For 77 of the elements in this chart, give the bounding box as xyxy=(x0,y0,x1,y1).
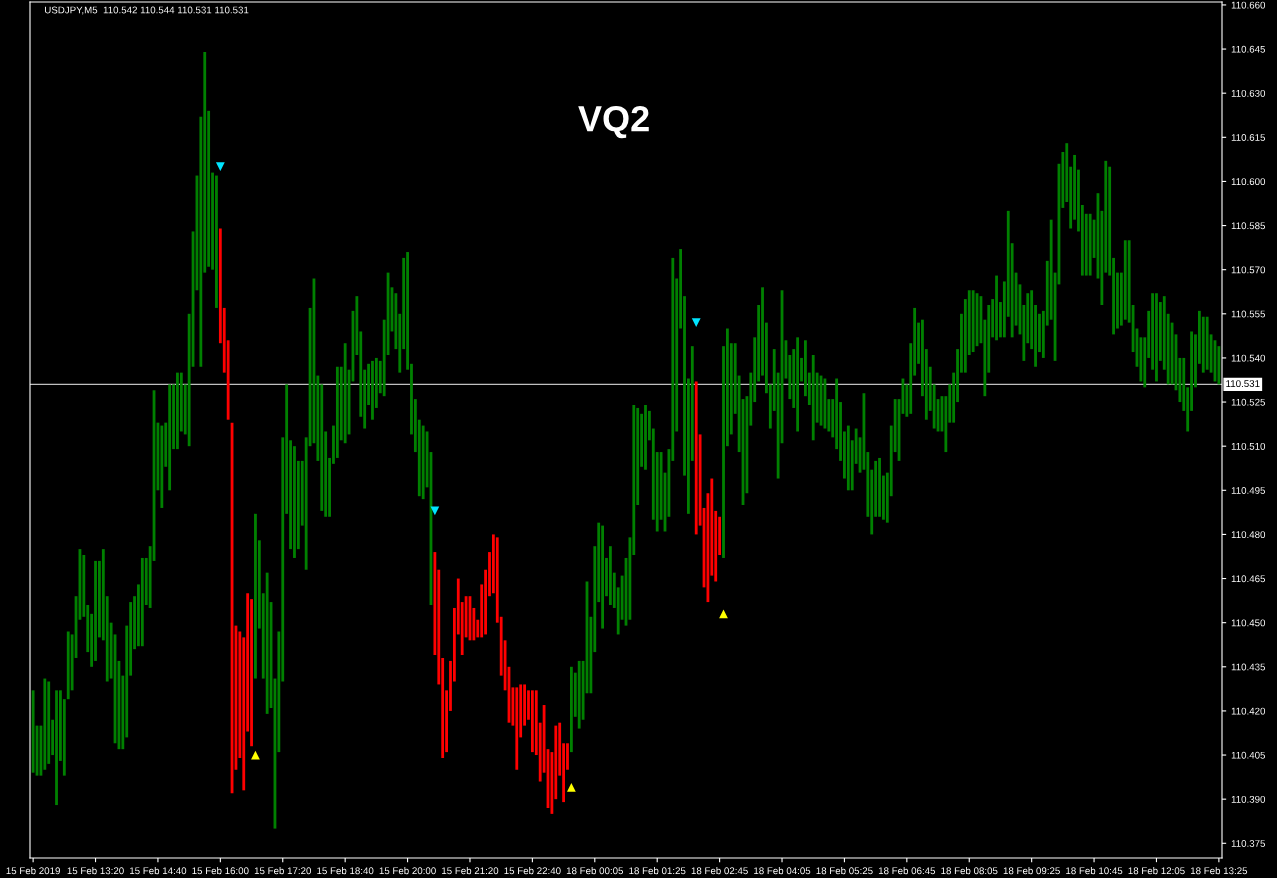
x-tick-label: 15 Feb 22:40 xyxy=(504,867,561,875)
bar xyxy=(1205,316,1209,370)
x-tick-label: 18 Feb 01:25 xyxy=(629,867,686,875)
x-tick-label: 18 Feb 10:45 xyxy=(1066,867,1123,875)
x-tick-label: 18 Feb 12:05 xyxy=(1128,867,1185,875)
bar xyxy=(254,513,257,679)
x-tick-label: 15 Feb 14:40 xyxy=(130,867,187,875)
bar xyxy=(601,525,604,629)
y-tick-label: 110.630 xyxy=(1231,89,1266,97)
text: VQ2 xyxy=(578,105,649,139)
y-tick-label: 110.450 xyxy=(1231,619,1266,627)
bar xyxy=(31,690,35,773)
y-tick-label: 110.405 xyxy=(1231,751,1266,759)
bar xyxy=(66,631,70,700)
y-tick-label: 110.375 xyxy=(1231,840,1266,847)
y-tick-label: 110.510 xyxy=(1231,442,1266,450)
bar xyxy=(694,381,698,535)
bar xyxy=(1155,293,1158,382)
x-tick-label: 18 Feb 08:05 xyxy=(941,867,998,875)
y-tick-label: 110.465 xyxy=(1231,575,1266,583)
y-tick-label: 110.525 xyxy=(1231,398,1266,406)
y-tick-label: 110.555 xyxy=(1231,310,1266,318)
bar xyxy=(577,660,581,729)
bar xyxy=(371,360,374,420)
x-tick-label: 18 Feb 04:05 xyxy=(754,867,811,875)
y-tick-label: 110.570 xyxy=(1231,266,1266,274)
bar xyxy=(971,290,975,353)
point xyxy=(691,318,701,328)
bar xyxy=(569,666,573,753)
bar xyxy=(995,275,998,341)
bar xyxy=(215,175,218,308)
x-tick-label: 18 Feb 09:25 xyxy=(1003,867,1060,875)
y-tick-label: 110.420 xyxy=(1231,707,1266,715)
y-tick-label: 110.495 xyxy=(1231,487,1266,494)
x-tick-label: 15 Feb 13:20 xyxy=(67,867,124,875)
bar xyxy=(608,546,612,606)
y-tick-label: 110.585 xyxy=(1231,222,1266,230)
bar xyxy=(140,557,144,647)
y-tick-label: 110.660 xyxy=(1231,1,1266,9)
annotation: USDJPY,M5 110.542 110.544 110.531 110.531 xyxy=(45,6,249,15)
x-tick-label: 15 Feb 2019 xyxy=(6,867,60,875)
x-tick-label: 18 Feb 06:45 xyxy=(878,867,936,875)
y-tick-label: 110.615 xyxy=(1231,134,1266,141)
ref-line-label: 110.531 xyxy=(1226,380,1260,388)
y-tick-label: 110.600 xyxy=(1231,178,1266,186)
x-tick-label: 18 Feb 00:05 xyxy=(566,867,624,875)
bar xyxy=(515,687,519,770)
x-tick-label: 15 Feb 16:00 xyxy=(192,867,249,875)
bar xyxy=(343,343,347,444)
x-tick-label: 15 Feb 18:40 xyxy=(317,867,374,875)
x-tick-label: 18 Feb 05:25 xyxy=(816,867,873,875)
y-tick-label: 110.540 xyxy=(1231,354,1266,362)
point xyxy=(215,162,225,172)
bar xyxy=(1088,213,1092,276)
bar xyxy=(55,690,58,806)
y-tick-label: 110.645 xyxy=(1231,45,1266,53)
bar xyxy=(265,572,269,714)
bar xyxy=(796,337,800,432)
bar xyxy=(176,372,179,450)
x-tick-label: 15 Feb 17:20 xyxy=(254,867,312,875)
bar xyxy=(846,425,850,491)
y-tick-label: 110.390 xyxy=(1231,795,1266,803)
x-tick-label: 18 Feb 02:45 xyxy=(691,867,748,875)
bar xyxy=(160,425,164,508)
x-tick-label: 18 Feb 13:25 xyxy=(1190,867,1248,875)
bar xyxy=(878,457,881,517)
point xyxy=(430,506,440,516)
point xyxy=(719,609,728,619)
point xyxy=(567,783,576,792)
bar xyxy=(644,405,647,470)
bar xyxy=(811,354,815,441)
bar xyxy=(168,384,172,491)
y-tick-label: 110.435 xyxy=(1231,663,1266,671)
x-tick-label: 15 Feb 21:20 xyxy=(442,867,499,875)
x-tick-label: 15 Feb 20:00 xyxy=(379,867,436,875)
y-tick-label: 110.480 xyxy=(1231,531,1266,539)
bar xyxy=(530,690,534,753)
